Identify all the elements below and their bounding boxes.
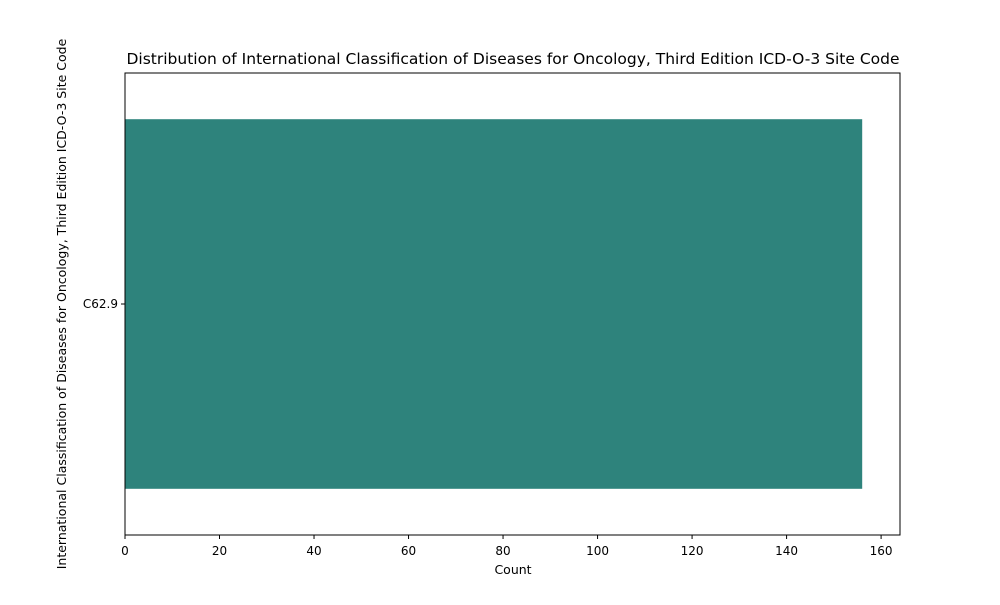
x-tick-label: 80 (495, 544, 510, 558)
y-axis-label: International Classification of Diseases… (54, 38, 69, 569)
chart-title: Distribution of International Classifica… (126, 50, 899, 68)
bar (125, 119, 863, 489)
x-tick-label: 60 (401, 544, 416, 558)
y-axis-ticks: C62.9 (83, 297, 125, 311)
x-tick-label: 140 (775, 544, 798, 558)
x-tick-label: 120 (681, 544, 704, 558)
x-axis-ticks: 0 20 40 60 80 100 120 140 160 (121, 535, 893, 558)
x-tick-label: 40 (306, 544, 321, 558)
x-tick-label: 0 (121, 544, 129, 558)
x-tick-label: 20 (212, 544, 227, 558)
x-tick-label: 100 (586, 544, 609, 558)
x-tick-label: 160 (870, 544, 893, 558)
x-axis-label: Count (494, 562, 531, 577)
bars-layer (125, 119, 863, 489)
y-tick-label: C62.9 (83, 297, 118, 311)
